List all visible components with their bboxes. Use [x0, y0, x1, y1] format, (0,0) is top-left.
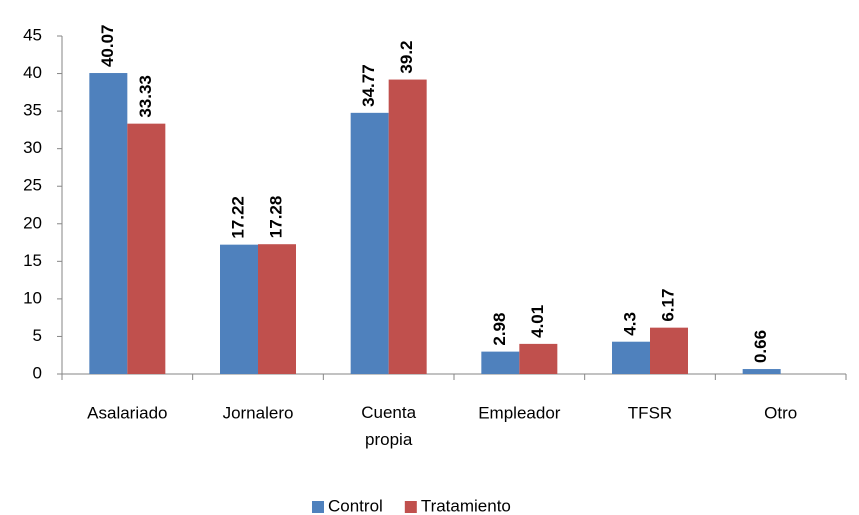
- data-label: 39.2: [397, 40, 416, 73]
- y-tick-label: 10: [23, 288, 42, 307]
- data-label: 34.77: [359, 64, 378, 107]
- legend-swatch: [404, 501, 417, 513]
- x-tick-label: Cuenta propia: [361, 403, 416, 449]
- bar: [481, 351, 520, 374]
- data-label: 17.28: [266, 196, 285, 239]
- y-tick-label: 20: [23, 213, 42, 232]
- bar: [742, 369, 781, 374]
- y-tick-label: 15: [23, 251, 42, 270]
- y-tick-label: 25: [23, 176, 42, 195]
- data-label: 4.01: [528, 305, 547, 338]
- legend-label: Control: [328, 496, 383, 515]
- legend-label: Tratamiento: [421, 496, 511, 515]
- bar: [127, 123, 166, 374]
- legend-swatch: [312, 501, 324, 513]
- y-tick-label: 0: [33, 363, 42, 382]
- data-label: 6.17: [658, 289, 677, 322]
- y-tick-label: 45: [23, 25, 42, 44]
- x-tick-label: Jornalero: [223, 403, 294, 422]
- bar: [350, 112, 389, 374]
- bar: [650, 327, 688, 374]
- x-tick-label: Asalariado: [87, 403, 167, 422]
- bar: [388, 79, 427, 374]
- y-tick-label: 40: [23, 63, 42, 82]
- data-label: 17.22: [228, 196, 247, 239]
- y-tick-label: 30: [23, 138, 42, 157]
- bar: [89, 73, 128, 374]
- x-tick-label: TFSR: [628, 403, 672, 422]
- bar: [612, 341, 650, 374]
- y-tick-label: 35: [23, 101, 42, 120]
- data-label: 4.3: [620, 312, 639, 336]
- data-label: 0.66: [751, 330, 770, 363]
- bar: [220, 244, 258, 374]
- x-tick-label: Otro: [764, 403, 797, 422]
- x-tick-label: Empleador: [478, 403, 561, 422]
- data-label: 2.98: [490, 313, 509, 346]
- y-tick-label: 5: [33, 326, 42, 345]
- data-label: 40.07: [98, 24, 117, 67]
- data-label: 33.33: [136, 75, 155, 118]
- bar: [519, 343, 558, 374]
- bar: [258, 244, 296, 374]
